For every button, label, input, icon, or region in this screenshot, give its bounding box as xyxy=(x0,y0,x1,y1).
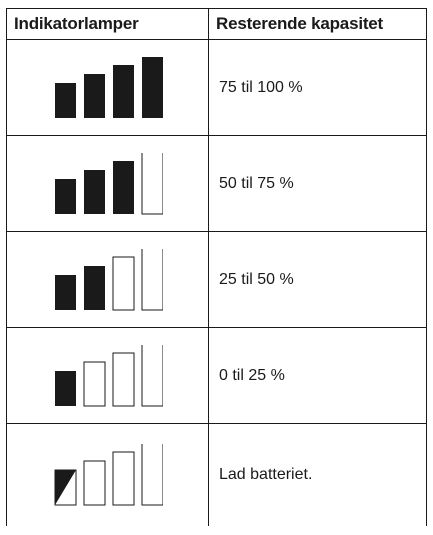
capacity-cell: 25 til 50 % xyxy=(208,231,427,328)
bar-filled xyxy=(83,73,105,118)
header-indicator-lamps: Indikatorlamper xyxy=(6,8,209,40)
battery-indicator-table: Indikatorlamper Resterende kapasitet 75 … xyxy=(6,8,427,526)
bar-filled xyxy=(83,265,105,310)
indicator-cell xyxy=(6,39,209,136)
bar-filled xyxy=(141,56,163,118)
indicator-cell xyxy=(6,423,209,526)
table-row: 25 til 50 % xyxy=(6,231,427,328)
bar-half-filled xyxy=(54,469,76,505)
table-row: 0 til 25 % xyxy=(6,327,427,424)
bar-empty xyxy=(112,352,134,406)
battery-bars-icon xyxy=(54,56,163,118)
table-header-row: Indikatorlamper Resterende kapasitet xyxy=(6,8,427,40)
bar-filled xyxy=(54,370,76,406)
bar-empty xyxy=(112,451,134,506)
bar-empty xyxy=(141,248,163,310)
bar-empty xyxy=(83,361,105,406)
capacity-cell: 0 til 25 % xyxy=(208,327,427,424)
bar-empty xyxy=(83,460,105,506)
bar-empty xyxy=(141,152,163,214)
indicator-cell xyxy=(6,327,209,424)
indicator-cell xyxy=(6,135,209,232)
bar-filled xyxy=(54,274,76,310)
capacity-cell: 75 til 100 % xyxy=(208,39,427,136)
bar-filled xyxy=(54,178,76,214)
capacity-cell: Lad batteriet. xyxy=(208,423,427,526)
battery-bars-icon xyxy=(54,344,163,406)
battery-bars-icon xyxy=(54,152,163,214)
bar-empty xyxy=(141,443,163,506)
bar-filled xyxy=(112,64,134,118)
table-row: 50 til 75 % xyxy=(6,135,427,232)
battery-bars-icon xyxy=(54,248,163,310)
indicator-cell xyxy=(6,231,209,328)
bar-empty xyxy=(141,344,163,406)
bar-filled xyxy=(112,160,134,214)
header-remaining-capacity: Resterende kapasitet xyxy=(208,8,427,40)
capacity-cell: 50 til 75 % xyxy=(208,135,427,232)
table-row: Lad batteriet. xyxy=(6,423,427,526)
bar-filled xyxy=(83,169,105,214)
battery-bars-icon xyxy=(54,443,163,506)
table-row: 75 til 100 % xyxy=(6,39,427,136)
bar-filled xyxy=(54,82,76,118)
bar-empty xyxy=(112,256,134,310)
